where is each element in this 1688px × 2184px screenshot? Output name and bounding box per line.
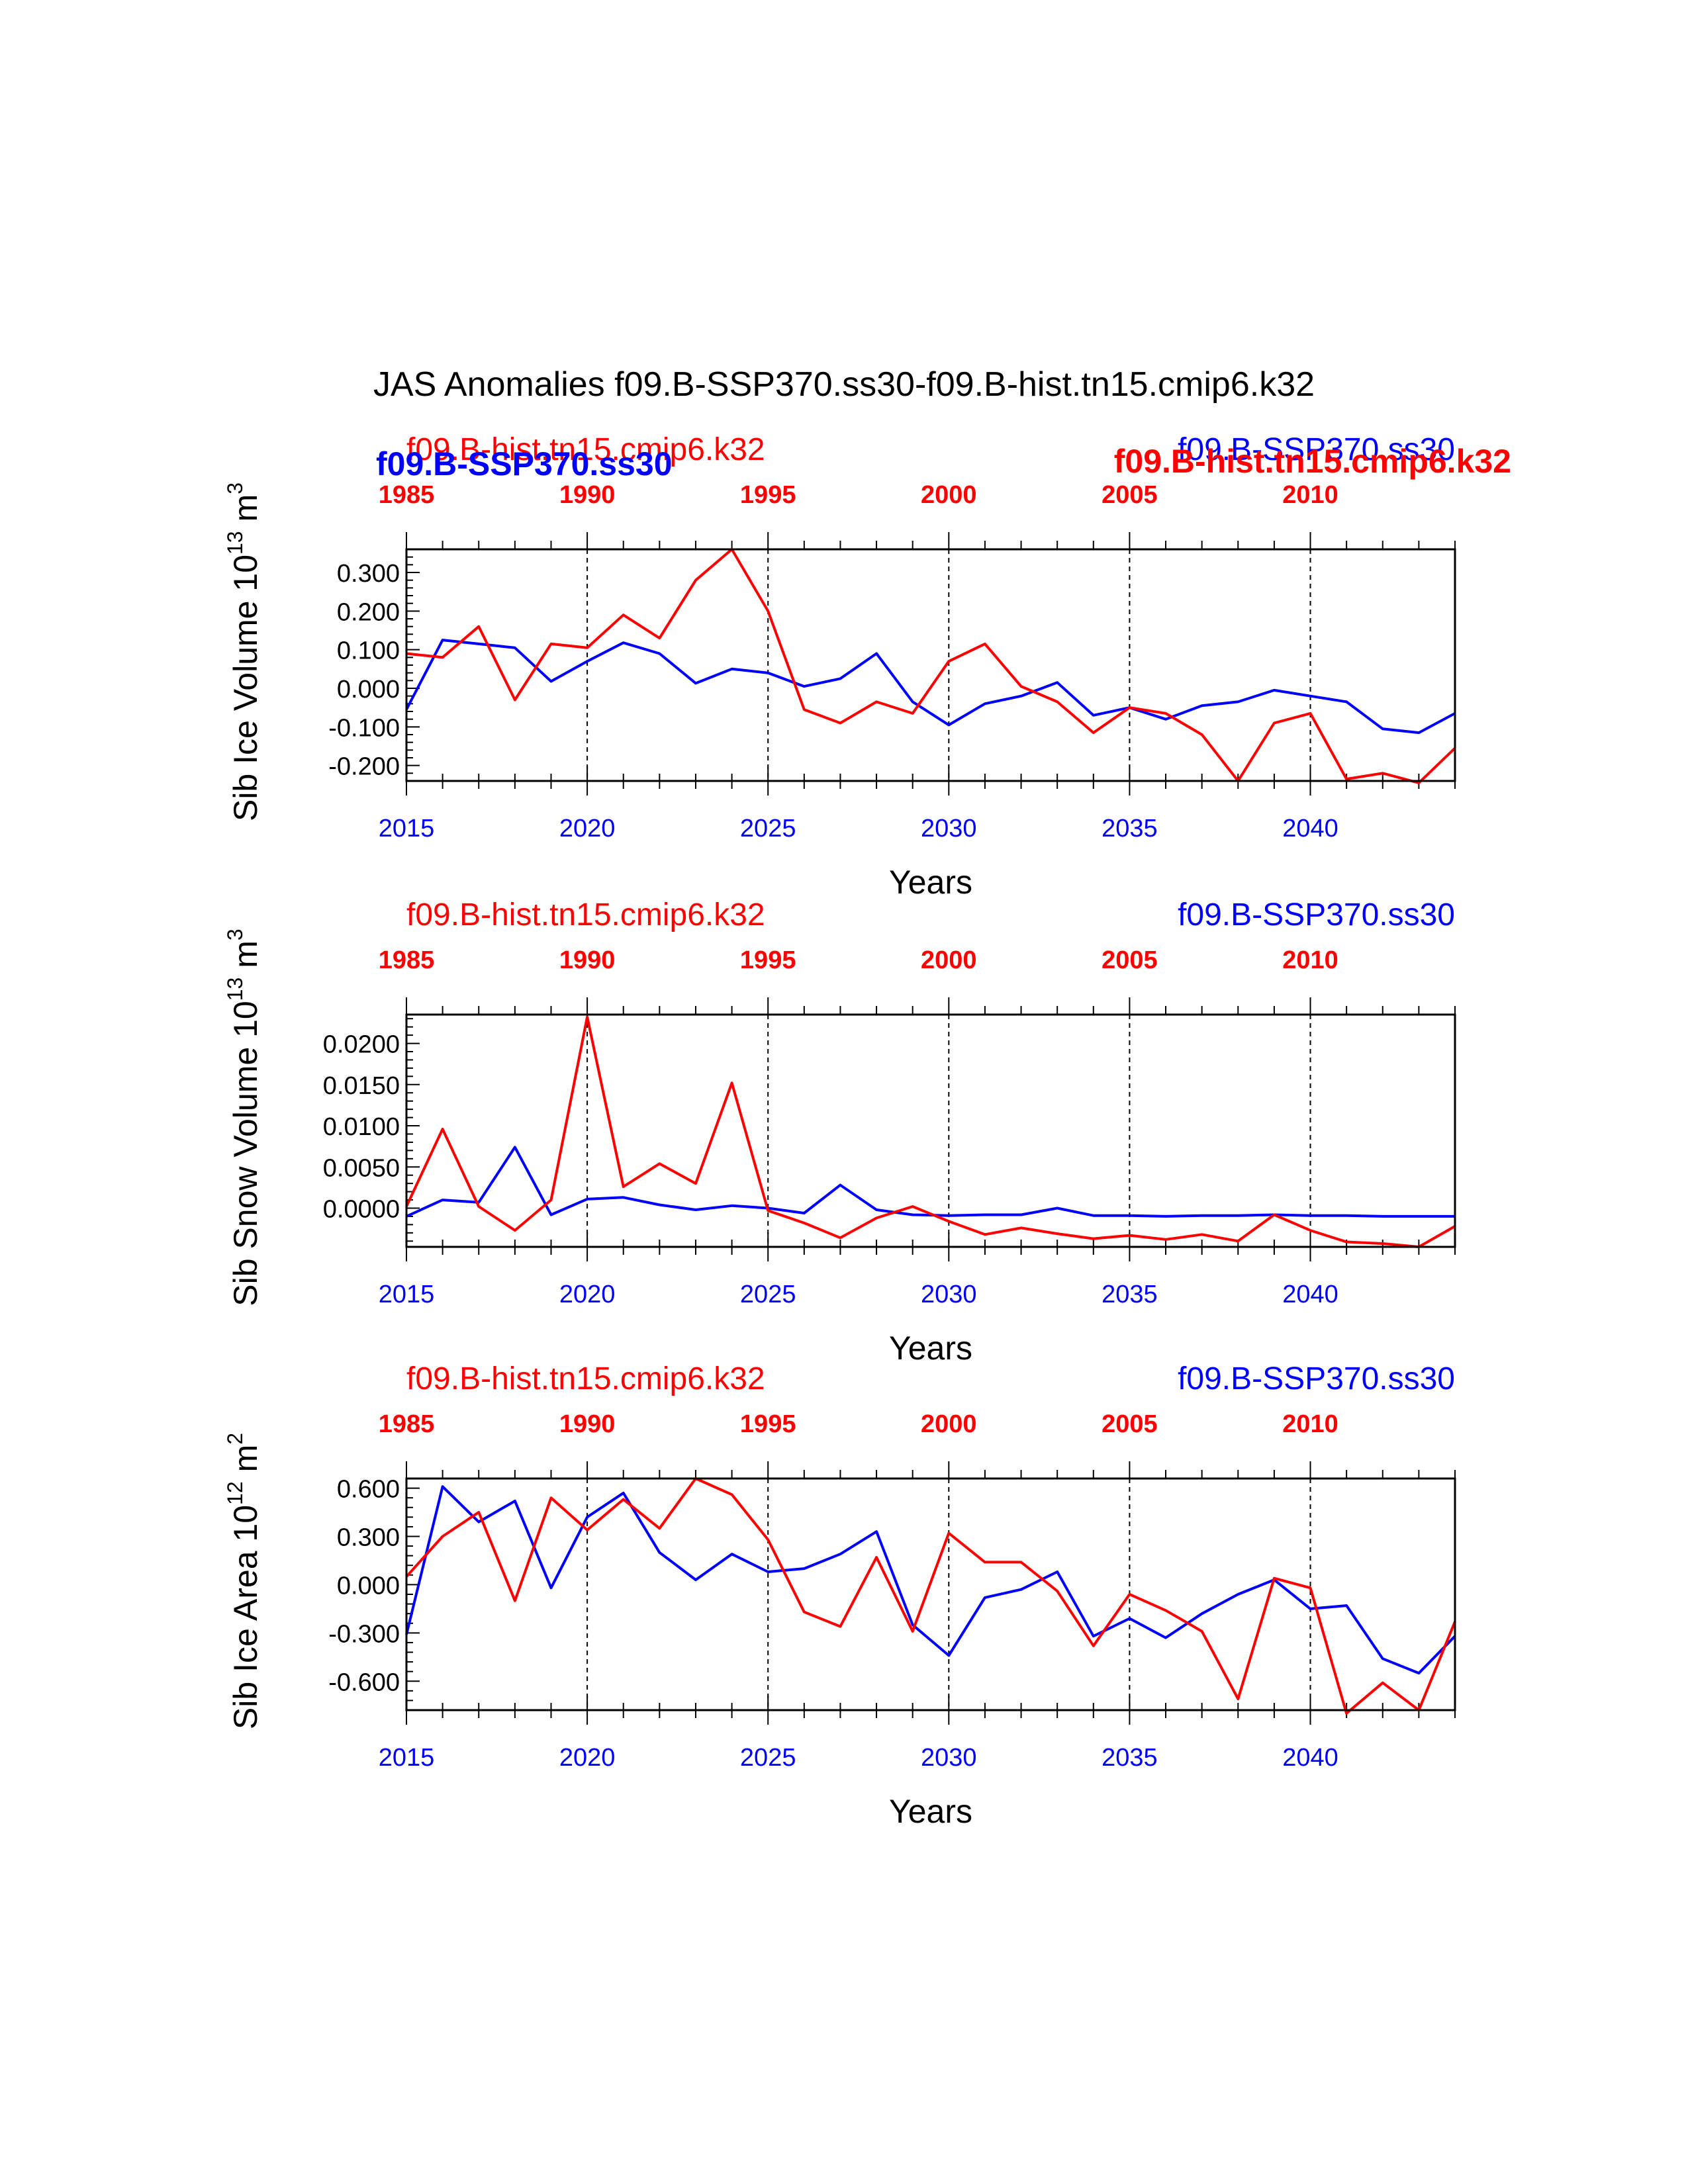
- x-axis-title: Years: [889, 1793, 972, 1830]
- x-tick-label: 2020: [559, 815, 616, 842]
- sib-ice-area-panel: -0.600 -0.300 0.000 0.300 0.600 2015 2020 2025 2…: [223, 1361, 1456, 1830]
- ssp-series-line: [405, 1485, 1456, 1675]
- top-x-tick-label: 1985: [379, 946, 435, 974]
- overlap-label-hist-right: f09.B-hist.tn15.cmip6.k32: [1114, 443, 1511, 480]
- y-axis-title-base: Sib Ice Area 10: [227, 1505, 264, 1729]
- x-tick-label: 2020: [559, 1281, 616, 1308]
- y-tick-label: 0.600: [337, 1476, 400, 1504]
- x-tick-label: 2025: [740, 1281, 796, 1308]
- x-tick-label: 2040: [1282, 815, 1338, 842]
- plot-frame: [405, 548, 1456, 782]
- top-x-tick-label: 1990: [559, 1410, 616, 1438]
- top-x-tick-label: 1990: [559, 946, 616, 974]
- y-tick-label: -0.100: [328, 714, 400, 742]
- y-tick-label: 0.000: [337, 676, 400, 704]
- ssp-experiment-label: f09.B-SSP370.ss30: [1178, 897, 1455, 933]
- y-axis-title-exponent: 13: [223, 978, 247, 1001]
- top-x-tick-label: 1990: [559, 481, 616, 509]
- top-x-tick-label: 1995: [740, 946, 796, 974]
- overlap-label-ssp-left: f09.B-SSP370.ss30: [376, 445, 673, 482]
- x-tick-label: 2035: [1102, 1744, 1158, 1772]
- x-tick-label: 2030: [921, 1281, 977, 1308]
- ssp-series-line: [406, 1146, 1455, 1218]
- hist-experiment-label: f09.B-hist.tn15.cmip6.k32: [406, 432, 765, 467]
- y-axis-title-unit: m: [227, 1445, 264, 1473]
- x-axis-title: Years: [889, 864, 972, 901]
- y-axis-title-base: Sib Snow Volume 10: [227, 1001, 264, 1306]
- y-tick-label: 0.0050: [323, 1154, 400, 1182]
- x-tick-label: 2035: [1102, 1281, 1158, 1308]
- x-tick-label: 2030: [921, 1744, 977, 1772]
- x-tick-label: 2015: [379, 815, 435, 842]
- y-axis-title: Sib Ice Volume 1013 m3: [223, 482, 264, 821]
- sib-ice-volume-panel: -0.200 -0.100 0.000 0.100 0.200 0.300 2015 2020…: [223, 432, 1456, 901]
- ssp-experiment-label: f09.B-SSP370.ss30: [1178, 1361, 1455, 1396]
- y-tick-label: 0.300: [337, 560, 400, 588]
- y-axis-title-unit: m: [227, 494, 264, 522]
- y-tick-label: -0.200: [328, 753, 400, 781]
- x-tick-label: 2025: [740, 815, 796, 842]
- y-tick-label: 0.200: [337, 598, 400, 626]
- top-x-tick-label: 1995: [740, 1410, 796, 1438]
- y-tick-label: 0.0000: [323, 1196, 400, 1224]
- top-x-tick-label: 2005: [1102, 1410, 1158, 1438]
- y-tick-label: 0.0150: [323, 1072, 400, 1100]
- y-tick-label: 0.0100: [323, 1113, 400, 1141]
- x-tick-label: 2030: [921, 815, 977, 842]
- ssp-experiment-label: f09.B-SSP370.ss30: [1178, 432, 1455, 467]
- hist-series-line: [406, 548, 1456, 784]
- top-x-tick-label: 2000: [921, 481, 977, 509]
- y-axis-title-unit-exponent: 3: [223, 929, 247, 940]
- top-x-tick-label: 1995: [740, 481, 796, 509]
- y-axis-title-exponent: 12: [223, 1481, 247, 1505]
- top-x-tick-label: 1985: [379, 1410, 435, 1438]
- y-axis-title-base: Sib Ice Volume 10: [227, 555, 264, 821]
- y-axis-title-exponent: 13: [223, 531, 247, 555]
- ssp-series-line: [405, 639, 1456, 735]
- plot-frame: [405, 1477, 1456, 1711]
- y-axis-title-unit: m: [227, 940, 264, 968]
- x-tick-label: 2015: [379, 1281, 435, 1308]
- y-tick-label: 0.300: [337, 1524, 400, 1552]
- top-x-tick-label: 2000: [921, 946, 977, 974]
- x-tick-label: 2040: [1282, 1744, 1338, 1772]
- top-x-tick-label: 2000: [921, 1410, 977, 1438]
- top-x-tick-label: 2010: [1282, 1410, 1338, 1438]
- hist-series-line: [405, 1477, 1456, 1715]
- y-axis-title-unit-exponent: 2: [223, 1433, 247, 1445]
- y-tick-label: -0.600: [328, 1668, 400, 1696]
- top-x-tick-label: 2010: [1282, 481, 1338, 509]
- x-tick-label: 2040: [1282, 1281, 1338, 1308]
- x-tick-label: 2035: [1102, 815, 1158, 842]
- top-x-tick-label: 2010: [1282, 946, 1338, 974]
- y-axis-title: Sib Ice Area 1012 m2: [223, 1433, 264, 1729]
- top-x-tick-label: 2005: [1102, 946, 1158, 974]
- y-axis-title: Sib Snow Volume 1013 m3: [223, 929, 264, 1306]
- x-axis-title: Years: [889, 1330, 972, 1367]
- hist-experiment-label: f09.B-hist.tn15.cmip6.k32: [406, 1361, 765, 1396]
- figure-title: JAS Anomalies f09.B-SSP370.ss30-f09.B-hi…: [373, 365, 1315, 404]
- top-x-tick-label: 2005: [1102, 481, 1158, 509]
- y-tick-label: 0.100: [337, 637, 400, 665]
- plot-frame: [405, 1013, 1456, 1248]
- y-tick-label: 0.000: [337, 1572, 400, 1600]
- y-tick-label: 0.0200: [323, 1031, 400, 1059]
- x-tick-label: 2015: [379, 1744, 435, 1772]
- y-tick-label: -0.300: [328, 1620, 400, 1648]
- x-tick-label: 2020: [559, 1744, 616, 1772]
- hist-series-line: [405, 1015, 1456, 1248]
- y-axis-title-unit-exponent: 3: [223, 482, 247, 494]
- hist-experiment-label: f09.B-hist.tn15.cmip6.k32: [406, 897, 765, 933]
- x-tick-label: 2025: [740, 1744, 796, 1772]
- sib-snow-volume-panel: 0.0000 0.0050 0.0100 0.0150 0.0200 2015 2020 20…: [223, 897, 1456, 1367]
- top-x-tick-label: 1985: [379, 481, 435, 509]
